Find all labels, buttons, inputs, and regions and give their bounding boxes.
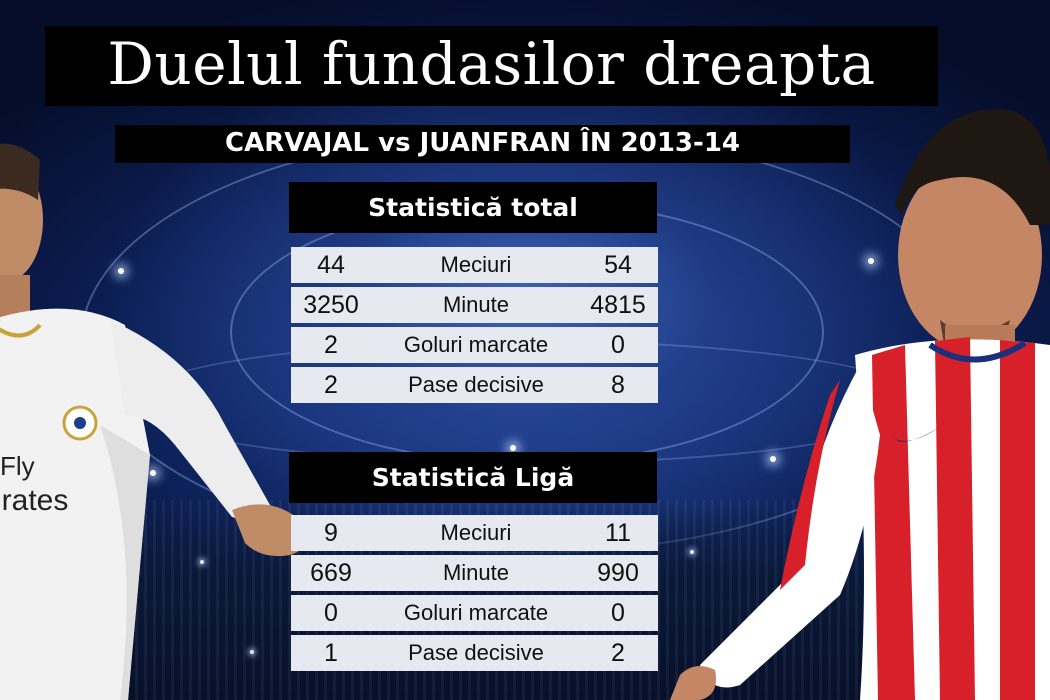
svg-text:irates: irates — [0, 484, 68, 517]
stat-label: Meciuri — [440, 252, 512, 277]
section-heading-league: Statistică Ligă — [289, 452, 657, 503]
right-value: 0 — [611, 331, 625, 359]
left-value: 3250 — [303, 291, 359, 319]
stat-row: 2 Goluri marcate 0 — [291, 327, 658, 363]
left-value: 2 — [324, 371, 338, 399]
title-banner: Duelul fundasilor dreapta — [45, 26, 938, 106]
stat-label: Goluri marcate — [403, 600, 549, 625]
stat-row: 3250 Minute 4815 — [291, 287, 658, 323]
stat-row: 2 Pase decisive 8 — [291, 367, 658, 403]
right-value: 2 — [611, 639, 625, 667]
star-icon — [118, 268, 124, 274]
right-value: 0 — [611, 599, 625, 627]
page-title: Duelul fundasilor dreapta — [107, 30, 876, 98]
left-value: 2 — [324, 331, 338, 359]
player-left-image: Fly irates — [0, 143, 305, 700]
right-value: 990 — [597, 559, 639, 587]
subtitle-banner: CARVAJAL vs JUANFRAN ÎN 2013-14 — [115, 125, 850, 163]
stat-row: 9 Meciuri 11 — [291, 515, 658, 551]
player-right-image — [670, 109, 1050, 700]
stat-label: Minute — [442, 560, 510, 585]
svg-text:Fly: Fly — [0, 451, 35, 481]
star-icon — [150, 470, 156, 476]
right-value: 11 — [605, 519, 631, 547]
left-value: 44 — [317, 251, 345, 279]
left-value: 0 — [324, 599, 338, 627]
right-value: 8 — [611, 371, 625, 399]
left-value: 9 — [324, 519, 338, 547]
star-icon — [510, 445, 516, 451]
left-value: 669 — [310, 559, 352, 587]
right-value: 4815 — [590, 291, 646, 319]
stat-row: 669 Minute 990 — [291, 555, 658, 591]
right-value: 54 — [604, 251, 632, 279]
stat-label: Minute — [442, 292, 510, 317]
stat-label: Pase decisive — [408, 640, 544, 665]
stat-label: Goluri marcate — [403, 332, 549, 357]
page-subtitle: CARVAJAL vs JUANFRAN ÎN 2013-14 — [225, 128, 740, 158]
stat-label: Meciuri — [440, 520, 512, 545]
stat-row: 44 Meciuri 54 — [291, 247, 658, 283]
star-icon — [868, 258, 874, 264]
star-icon — [770, 456, 776, 462]
stat-row: 0 Goluri marcate 0 — [291, 595, 658, 631]
left-value: 1 — [324, 639, 338, 667]
stat-row: 1 Pase decisive 2 — [291, 635, 658, 671]
stat-label: Pase decisive — [408, 372, 544, 397]
section-heading-total: Statistică total — [289, 182, 657, 233]
